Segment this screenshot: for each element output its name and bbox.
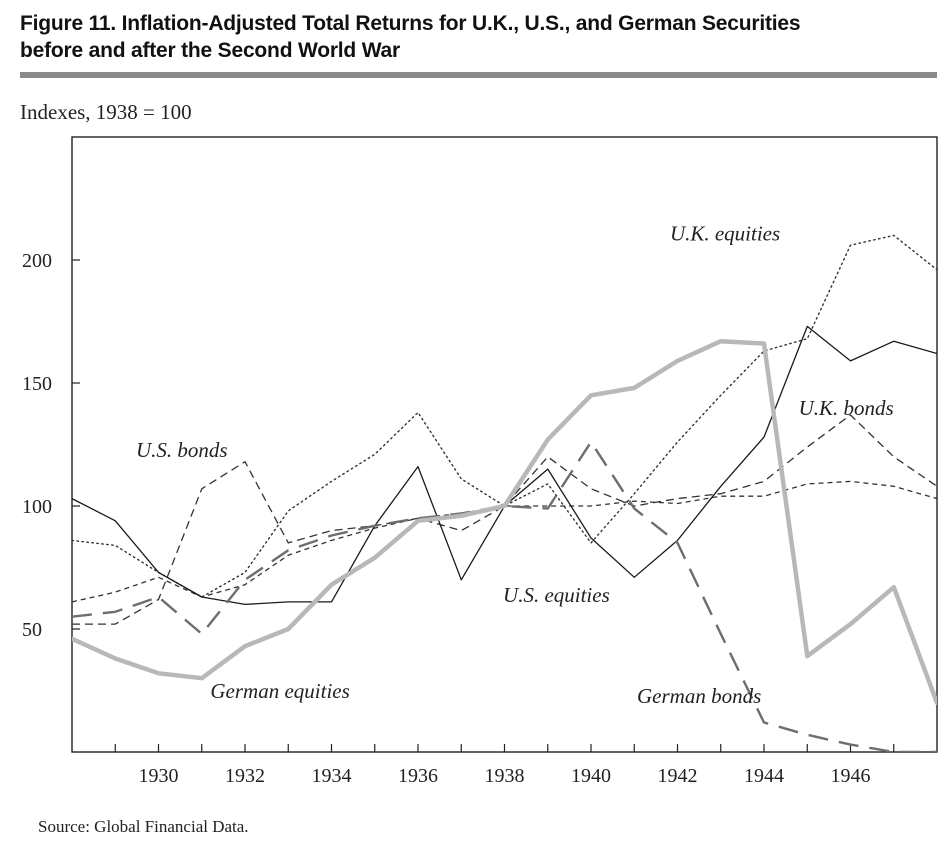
series-annotations: U.K. equities U.S. bonds U.K. bonds U.S. eq…: [136, 221, 894, 707]
annotation-u-k-bonds: U.K. bonds: [799, 396, 894, 420]
y-tick-label-50: 50: [22, 619, 42, 641]
y-tick-label-200: 200: [22, 250, 52, 272]
annotation-german-bonds: German bonds: [637, 684, 761, 708]
x-tick-label-1934: 1934: [312, 765, 352, 787]
x-tick-label-1936: 1936: [398, 765, 438, 787]
y-tick-label-100: 100: [22, 496, 52, 518]
axes: [71, 136, 938, 753]
x-tick-label-1942: 1942: [658, 765, 698, 787]
x-tick-label-1930: 1930: [139, 765, 179, 787]
x-tick-label-1946: 1946: [831, 765, 871, 787]
y-tick-label-150: 150: [22, 373, 52, 395]
annotation-u-s-bonds: U.S. bonds: [136, 438, 228, 462]
x-tick-label-1938: 1938: [485, 765, 525, 787]
x-tick-label-1944: 1944: [744, 765, 784, 787]
series-lines: [72, 234, 937, 752]
source-note: Source: Global Financial Data.: [38, 817, 249, 836]
tick-labels: 1930 1932 1934 1936 1938 1940 1942 1944 1946 50 10…: [22, 250, 871, 787]
series-line-u-k-bonds: [72, 480, 937, 603]
series-line-german-equities: [72, 338, 937, 706]
x-tick-label-1940: 1940: [571, 765, 611, 787]
figure-title: Figure 11. Inflation-Adjusted Total Retu…: [20, 10, 930, 64]
x-tick-label-1932: 1932: [225, 765, 265, 787]
annotation-u-k-equities: U.K. equities: [670, 221, 780, 245]
series-line-u-k-equities: [72, 234, 937, 598]
series-line-u-s-bonds: [72, 414, 937, 625]
figure-title-line-1: Figure 11. Inflation-Adjusted Total Retu…: [20, 12, 801, 35]
series-line-german-bonds: [72, 440, 937, 752]
y-axis-label: Indexes, 1938 = 100: [20, 100, 192, 124]
annotation-german-equities: German equities: [210, 679, 349, 703]
annotation-u-s-equities: U.S. equities: [503, 583, 610, 607]
figure-title-line-2: before and after the Second World War: [20, 39, 400, 62]
title-rule: [20, 72, 937, 78]
series-line-u-s-equities: [72, 325, 937, 606]
